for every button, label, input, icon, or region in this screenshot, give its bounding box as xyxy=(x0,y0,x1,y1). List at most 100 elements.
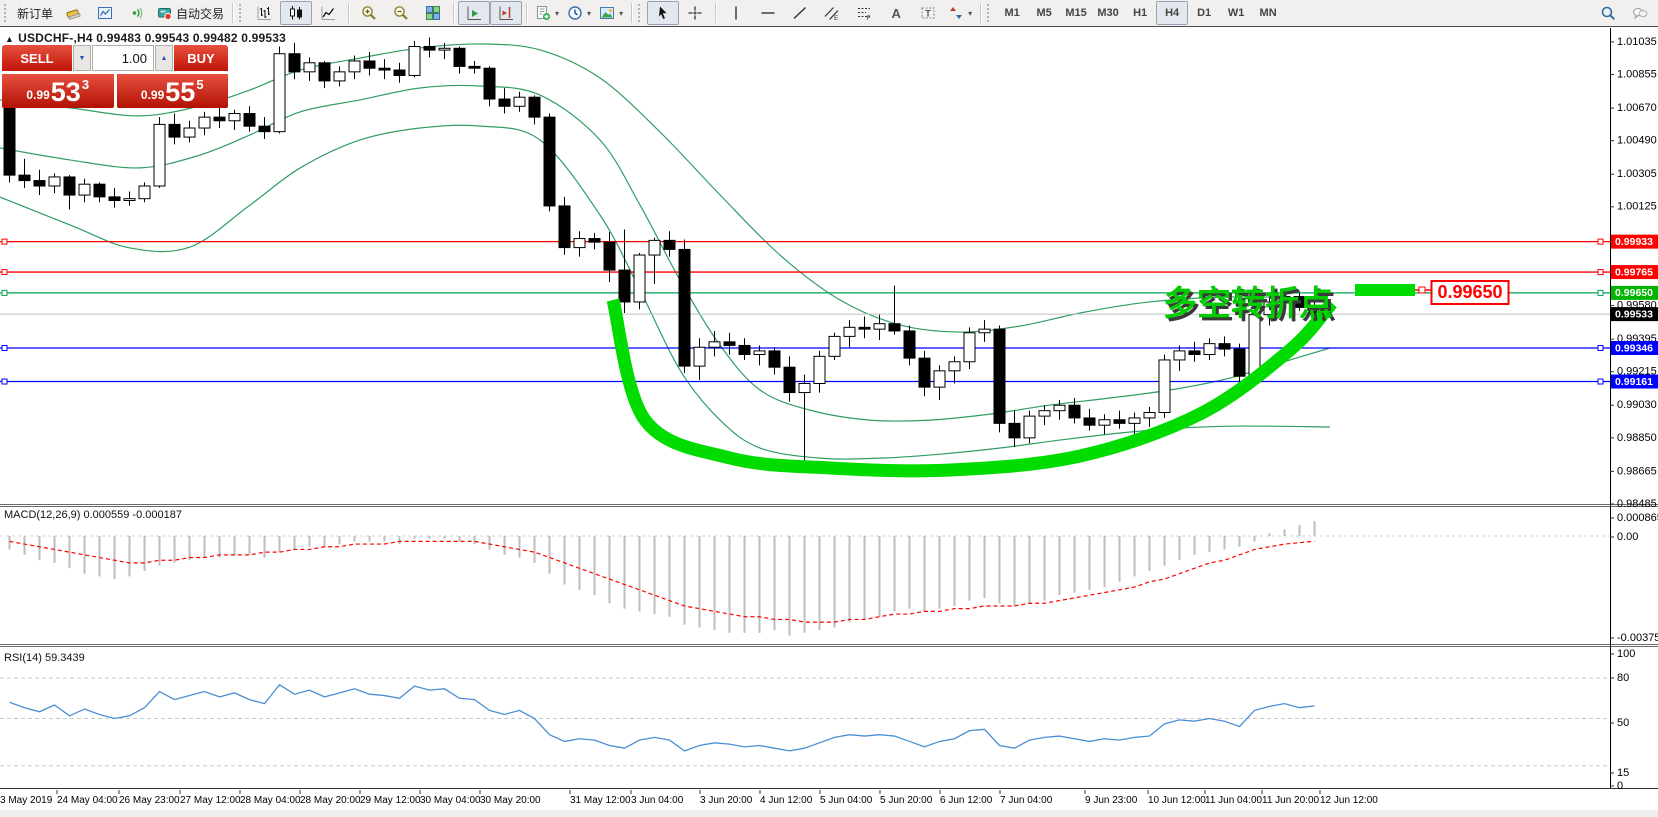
hline-anchor[interactable] xyxy=(1597,378,1604,385)
hline-anchor[interactable] xyxy=(1,238,8,245)
candle-body xyxy=(723,341,736,346)
hline-anchor[interactable] xyxy=(1,289,8,296)
time-axis-label[interactable]: 4 Jun 12:00 xyxy=(760,795,813,806)
eraser-button[interactable] xyxy=(57,1,89,25)
fibonacci-button[interactable]: F xyxy=(848,1,880,25)
candle-body xyxy=(1278,296,1291,303)
chart-shift-button[interactable] xyxy=(490,1,523,25)
text-label-button[interactable]: T xyxy=(912,1,944,25)
zoom-in-button[interactable] xyxy=(353,1,385,25)
price-tag-anchor[interactable] xyxy=(1418,286,1426,294)
time-axis-label[interactable]: 7 Jun 04:00 xyxy=(1000,795,1053,806)
templates-button[interactable]: ▾ xyxy=(595,1,627,25)
time-axis-label[interactable]: 5 Jun 04:00 xyxy=(820,795,873,806)
buy-button[interactable]: BUY xyxy=(174,45,228,71)
chart-shift-icon xyxy=(499,6,514,20)
vertical-line-button[interactable] xyxy=(720,1,752,25)
hline-anchor[interactable] xyxy=(1597,238,1604,245)
time-axis-label[interactable]: 10 Jun 12:00 xyxy=(1148,795,1206,806)
volume-decrease-button[interactable]: ▼ xyxy=(73,45,91,71)
auto-scroll-button[interactable] xyxy=(458,1,491,25)
time-axis-label[interactable]: 11 Jun 04:00 xyxy=(1205,795,1263,806)
indicators-button[interactable]: ▾ xyxy=(531,1,563,25)
line-chart-button[interactable] xyxy=(312,1,344,25)
time-axis-label[interactable]: 5 Jun 20:00 xyxy=(880,795,933,806)
text-icon: A xyxy=(892,6,902,21)
fibo-icon: F xyxy=(858,8,871,21)
time-axis-label[interactable]: 11 Jun 20:00 xyxy=(1262,795,1320,806)
time-axis-label[interactable]: 30 May 04:00 xyxy=(420,795,481,806)
hline-price-label-box xyxy=(1611,285,1658,300)
tf-mn-button[interactable]: MN xyxy=(1252,1,1284,25)
time-axis-label[interactable]: 12 Jun 12:00 xyxy=(1320,795,1378,806)
sell-button[interactable]: SELL xyxy=(2,45,72,71)
time-axis-label[interactable]: 27 May 12:00 xyxy=(180,795,241,806)
collapse-marker-icon[interactable]: ▲ xyxy=(5,34,15,44)
tf-m30-button[interactable]: M30 xyxy=(1092,1,1124,25)
hline-anchor[interactable] xyxy=(1597,269,1604,276)
time-axis-label[interactable]: 26 May 23:00 xyxy=(119,795,180,806)
channel-button[interactable]: E xyxy=(816,1,848,25)
time-axis-label[interactable]: 3 Jun 20:00 xyxy=(700,795,753,806)
tf-h4-button[interactable]: H4 xyxy=(1156,1,1189,25)
sell-price-box[interactable]: 0.99 53 3 xyxy=(2,72,114,108)
zoom-out-button[interactable] xyxy=(385,1,417,25)
time-axis-label[interactable]: 6 Jun 12:00 xyxy=(940,795,993,806)
candle-body xyxy=(453,47,466,67)
buy-price-box[interactable]: 0.99 55 5 xyxy=(116,72,228,108)
bar-chart-button[interactable] xyxy=(248,1,280,25)
time-axis-label[interactable]: 3 May 2019 xyxy=(0,795,53,806)
indicator-axis-label: 0 xyxy=(1617,780,1623,792)
candlestick-button[interactable] xyxy=(280,1,313,25)
highlight-bar-drawing[interactable] xyxy=(1355,284,1415,296)
crosshair-button[interactable] xyxy=(679,1,711,25)
candle-body xyxy=(588,238,601,243)
tf-m15-button[interactable]: M15 xyxy=(1060,1,1092,25)
time-axis-label[interactable]: 28 May 20:00 xyxy=(300,795,361,806)
time-axis-label[interactable]: 3 Jun 04:00 xyxy=(631,795,684,806)
tile-windows-button[interactable] xyxy=(417,1,449,25)
time-axis-label[interactable]: 9 Jun 23:00 xyxy=(1085,795,1138,806)
periods-button[interactable]: ▾ xyxy=(563,1,595,25)
saucer-arc-drawing[interactable] xyxy=(606,298,1337,478)
trendline-button[interactable] xyxy=(784,1,816,25)
time-axis-label[interactable]: 31 May 12:00 xyxy=(570,795,631,806)
broadcast-button[interactable] xyxy=(121,1,153,25)
time-axis-label[interactable]: 24 May 04:00 xyxy=(57,795,118,806)
hline-anchor[interactable] xyxy=(1597,344,1604,351)
time-axis-label[interactable]: 29 May 12:00 xyxy=(360,795,421,806)
price-tag-box[interactable] xyxy=(1430,280,1510,305)
rsi-title: RSI(14) xyxy=(4,652,42,664)
new-order-button[interactable]: 新订单 xyxy=(13,1,57,25)
toolbar-right-group xyxy=(1592,1,1656,25)
tf-m5-button[interactable]: M5 xyxy=(1028,1,1060,25)
text-button[interactable]: A xyxy=(880,1,912,25)
tf-h1-button-label: H1 xyxy=(1133,7,1148,19)
time-axis-label[interactable]: 28 May 04:00 xyxy=(240,795,301,806)
tf-m1-button[interactable]: M1 xyxy=(996,1,1028,25)
horizontal-line-button[interactable] xyxy=(752,1,784,25)
chart-window-icon xyxy=(98,7,113,19)
chart-window-button[interactable] xyxy=(89,1,121,25)
search-button[interactable] xyxy=(1592,1,1624,25)
autotrading-button[interactable]: 自动交易 xyxy=(153,1,228,25)
candle-body xyxy=(633,254,646,303)
volume-increase-button[interactable]: ▲ xyxy=(155,45,173,71)
hline-anchor[interactable] xyxy=(1597,289,1604,296)
hline-anchor[interactable] xyxy=(1,378,8,385)
annotation-text[interactable]: 多空转折点 xyxy=(1163,284,1333,324)
hline-anchor[interactable] xyxy=(1,344,8,351)
cursor-button[interactable] xyxy=(647,1,680,25)
tf-w1-button[interactable]: W1 xyxy=(1220,1,1252,25)
candle-body xyxy=(123,198,136,201)
hline-anchor[interactable] xyxy=(1,269,8,276)
candle-body xyxy=(498,98,511,107)
volume-field[interactable]: 1.00 xyxy=(92,45,154,71)
arrows-button[interactable]: ▾ xyxy=(944,1,976,25)
candle-body xyxy=(63,176,76,196)
tf-d1-button[interactable]: D1 xyxy=(1188,1,1220,25)
time-axis-label[interactable]: 30 May 20:00 xyxy=(480,795,541,806)
chat-button[interactable] xyxy=(1624,1,1656,25)
tf-h1-button[interactable]: H1 xyxy=(1124,1,1156,25)
candle-body xyxy=(603,241,616,271)
